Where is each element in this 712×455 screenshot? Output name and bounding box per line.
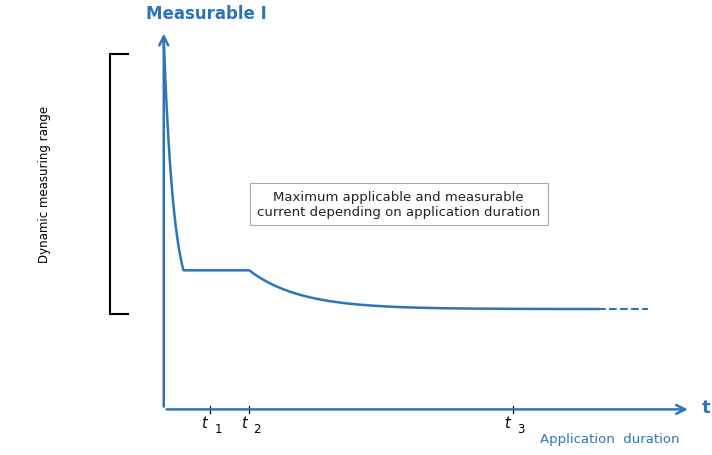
Text: Application  duration: Application duration (540, 432, 680, 445)
Text: Dynamic measuring range: Dynamic measuring range (38, 106, 51, 263)
Text: t: t (241, 415, 246, 430)
Text: 1: 1 (214, 422, 222, 435)
Text: 2: 2 (253, 422, 261, 435)
Text: t: t (201, 415, 207, 430)
Text: t: t (701, 398, 710, 416)
Text: Measurable I: Measurable I (146, 5, 267, 23)
Text: Maximum applicable and measurable
current depending on application duration: Maximum applicable and measurable curren… (257, 191, 540, 219)
Text: 3: 3 (517, 422, 524, 435)
Text: Dynamic measuring range: Dynamic measuring range (38, 106, 51, 263)
Text: t: t (504, 415, 510, 430)
FancyBboxPatch shape (14, 52, 67, 316)
